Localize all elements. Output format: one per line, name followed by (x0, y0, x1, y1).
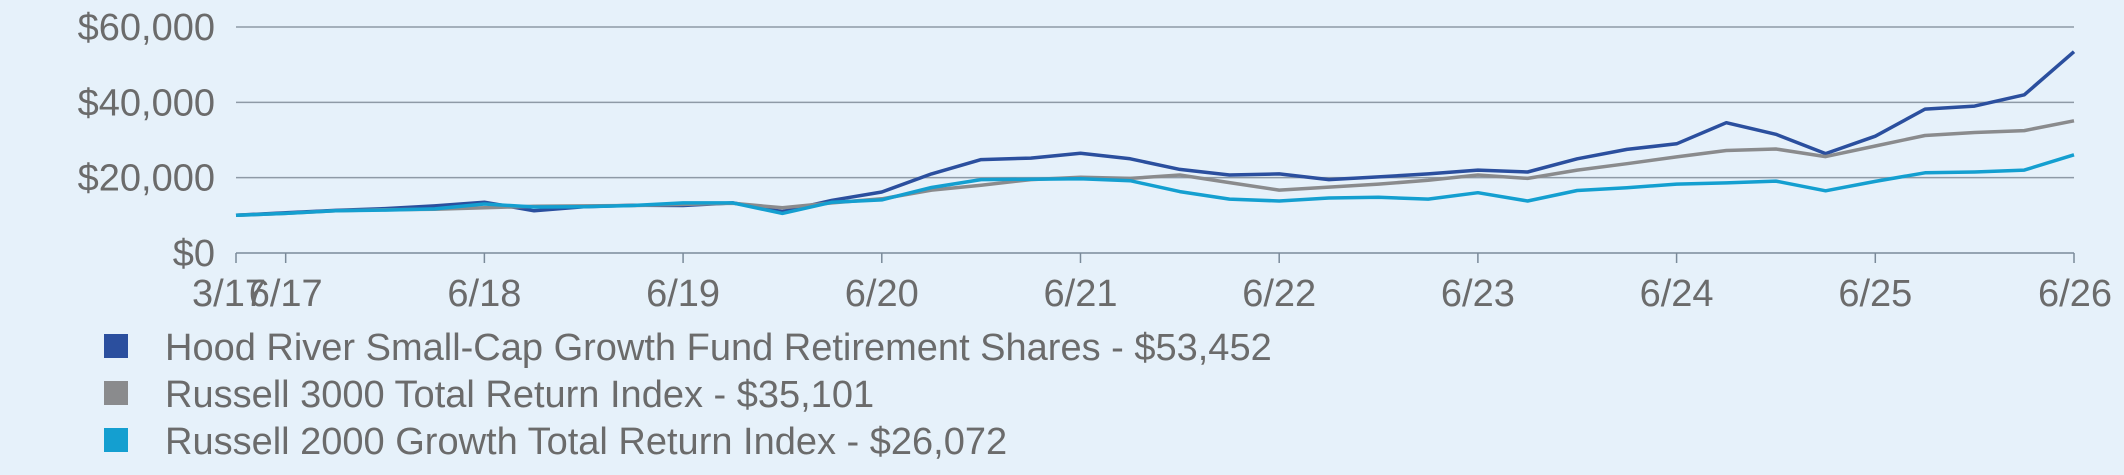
legend-swatch-russell_3000 (104, 381, 128, 405)
x-tick-label: 6/25 (1838, 273, 1912, 315)
y-axis-tick-labels: $0 $20,000 $40,000 $60,000 (78, 7, 215, 275)
legend-swatch-hood_river (104, 334, 128, 358)
legend-label-hood_river: Hood River Small-Cap Growth Fund Retirem… (165, 327, 1272, 369)
x-tick-label: 6/21 (1044, 273, 1118, 315)
series-line-russell_2000 (235, 153, 2075, 218)
legend: Hood River Small-Cap Growth Fund Retirem… (104, 327, 1272, 463)
series-line-russell_3000 (235, 119, 2075, 218)
legend-swatch-russell_2000 (104, 428, 128, 452)
legend-label-russell_3000: Russell 3000 Total Return Index - $35,10… (165, 374, 874, 416)
x-tick-label: 6/26 (2038, 273, 2112, 315)
x-axis-tick-labels: 3/176/17 6/18 6/19 6/20 6/21 6/22 6/23 6/24 6/25… (192, 273, 2112, 315)
x-tick-label: 6/18 (447, 273, 521, 315)
x-tick-label: 6/19 (646, 273, 720, 315)
series-line-hood_river (235, 50, 2076, 218)
x-tick-label: 6/24 (1640, 273, 1714, 315)
y-tick-label: $20,000 (78, 158, 215, 200)
y-tick-label: $40,000 (78, 82, 215, 124)
x-tick-label: 6/22 (1242, 273, 1316, 315)
x-tick-label: 6/17 (249, 273, 323, 315)
series-lines (235, 50, 2076, 218)
y-tick-label: $0 (173, 233, 215, 275)
legend-label-russell_2000: Russell 2000 Growth Total Return Index -… (165, 421, 1007, 463)
y-tick-label: $60,000 (78, 7, 215, 49)
x-tick-label: 6/20 (845, 273, 919, 315)
x-tick-label: 6/23 (1441, 273, 1515, 315)
x-tick-label: 3/17 (192, 273, 266, 315)
gridlines (235, 26, 2075, 263)
